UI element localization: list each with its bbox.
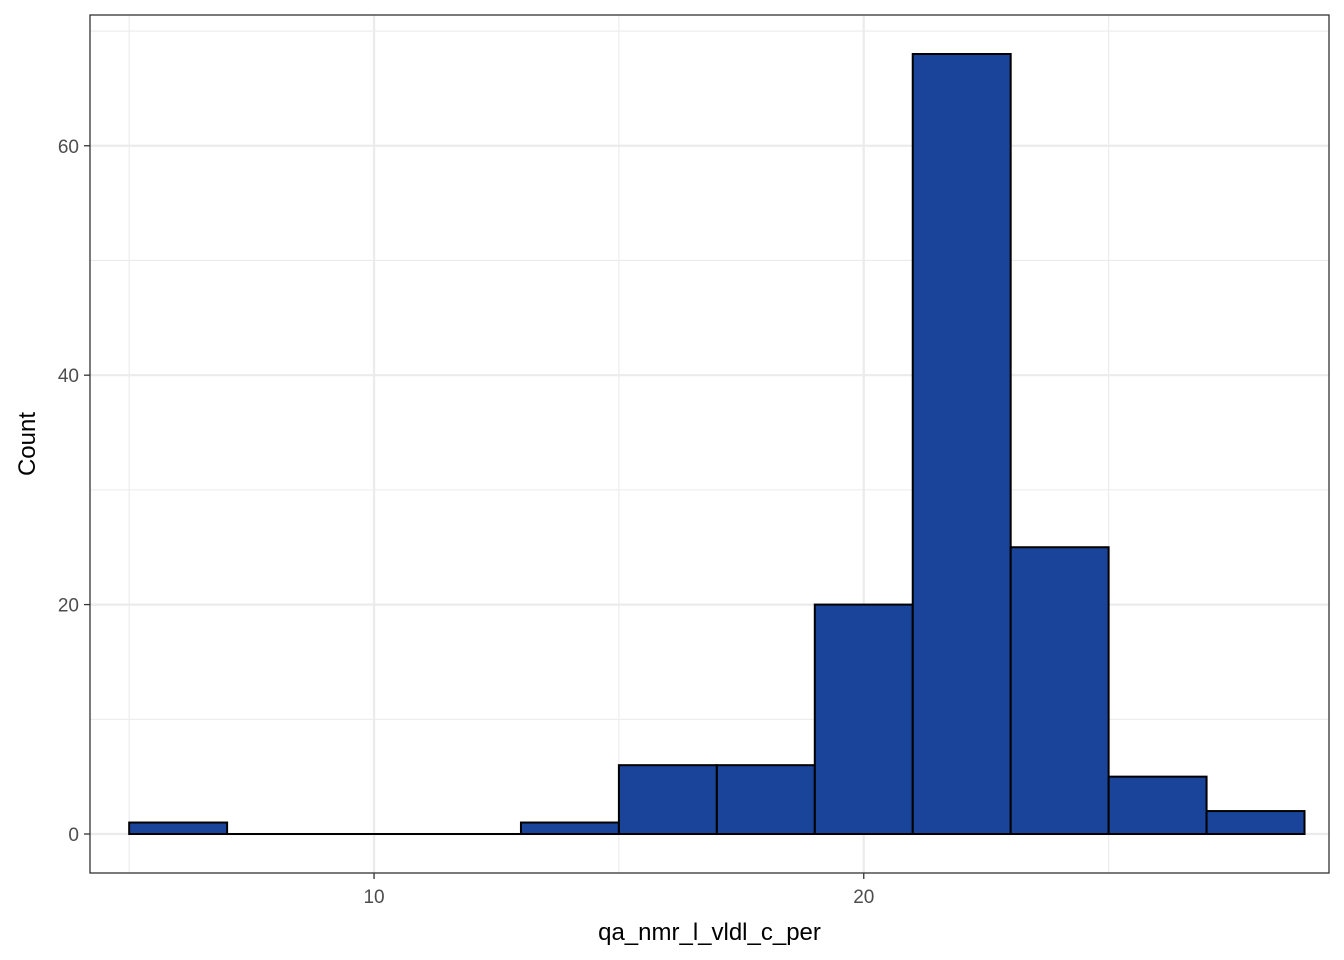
y-tick-label: 40 <box>58 366 79 387</box>
y-tick-label: 20 <box>58 596 79 617</box>
histogram-bar <box>128 821 229 836</box>
histogram-bar <box>813 603 914 836</box>
x-axis-title: qa_nmr_l_vldl_c_per <box>598 919 821 946</box>
grid-layer <box>90 15 1329 873</box>
histogram-bar <box>1205 810 1306 836</box>
histogram-bar <box>1107 775 1208 835</box>
x-tick-label: 10 <box>363 887 384 908</box>
y-axis-title: Count <box>14 412 41 476</box>
bars-layer <box>128 53 1306 836</box>
histogram-bar <box>715 764 816 835</box>
histogram-bar <box>911 53 1012 835</box>
ticks-layer: 10 20 0 20 40 60 <box>58 137 874 908</box>
histogram-bar <box>617 764 718 835</box>
histogram-bar <box>1009 546 1110 835</box>
y-tick-label: 60 <box>58 137 79 158</box>
x-tick-label: 20 <box>853 887 874 908</box>
histogram-bar <box>519 821 620 836</box>
panel-border <box>89 14 1330 874</box>
y-tick-label: 0 <box>68 825 79 846</box>
